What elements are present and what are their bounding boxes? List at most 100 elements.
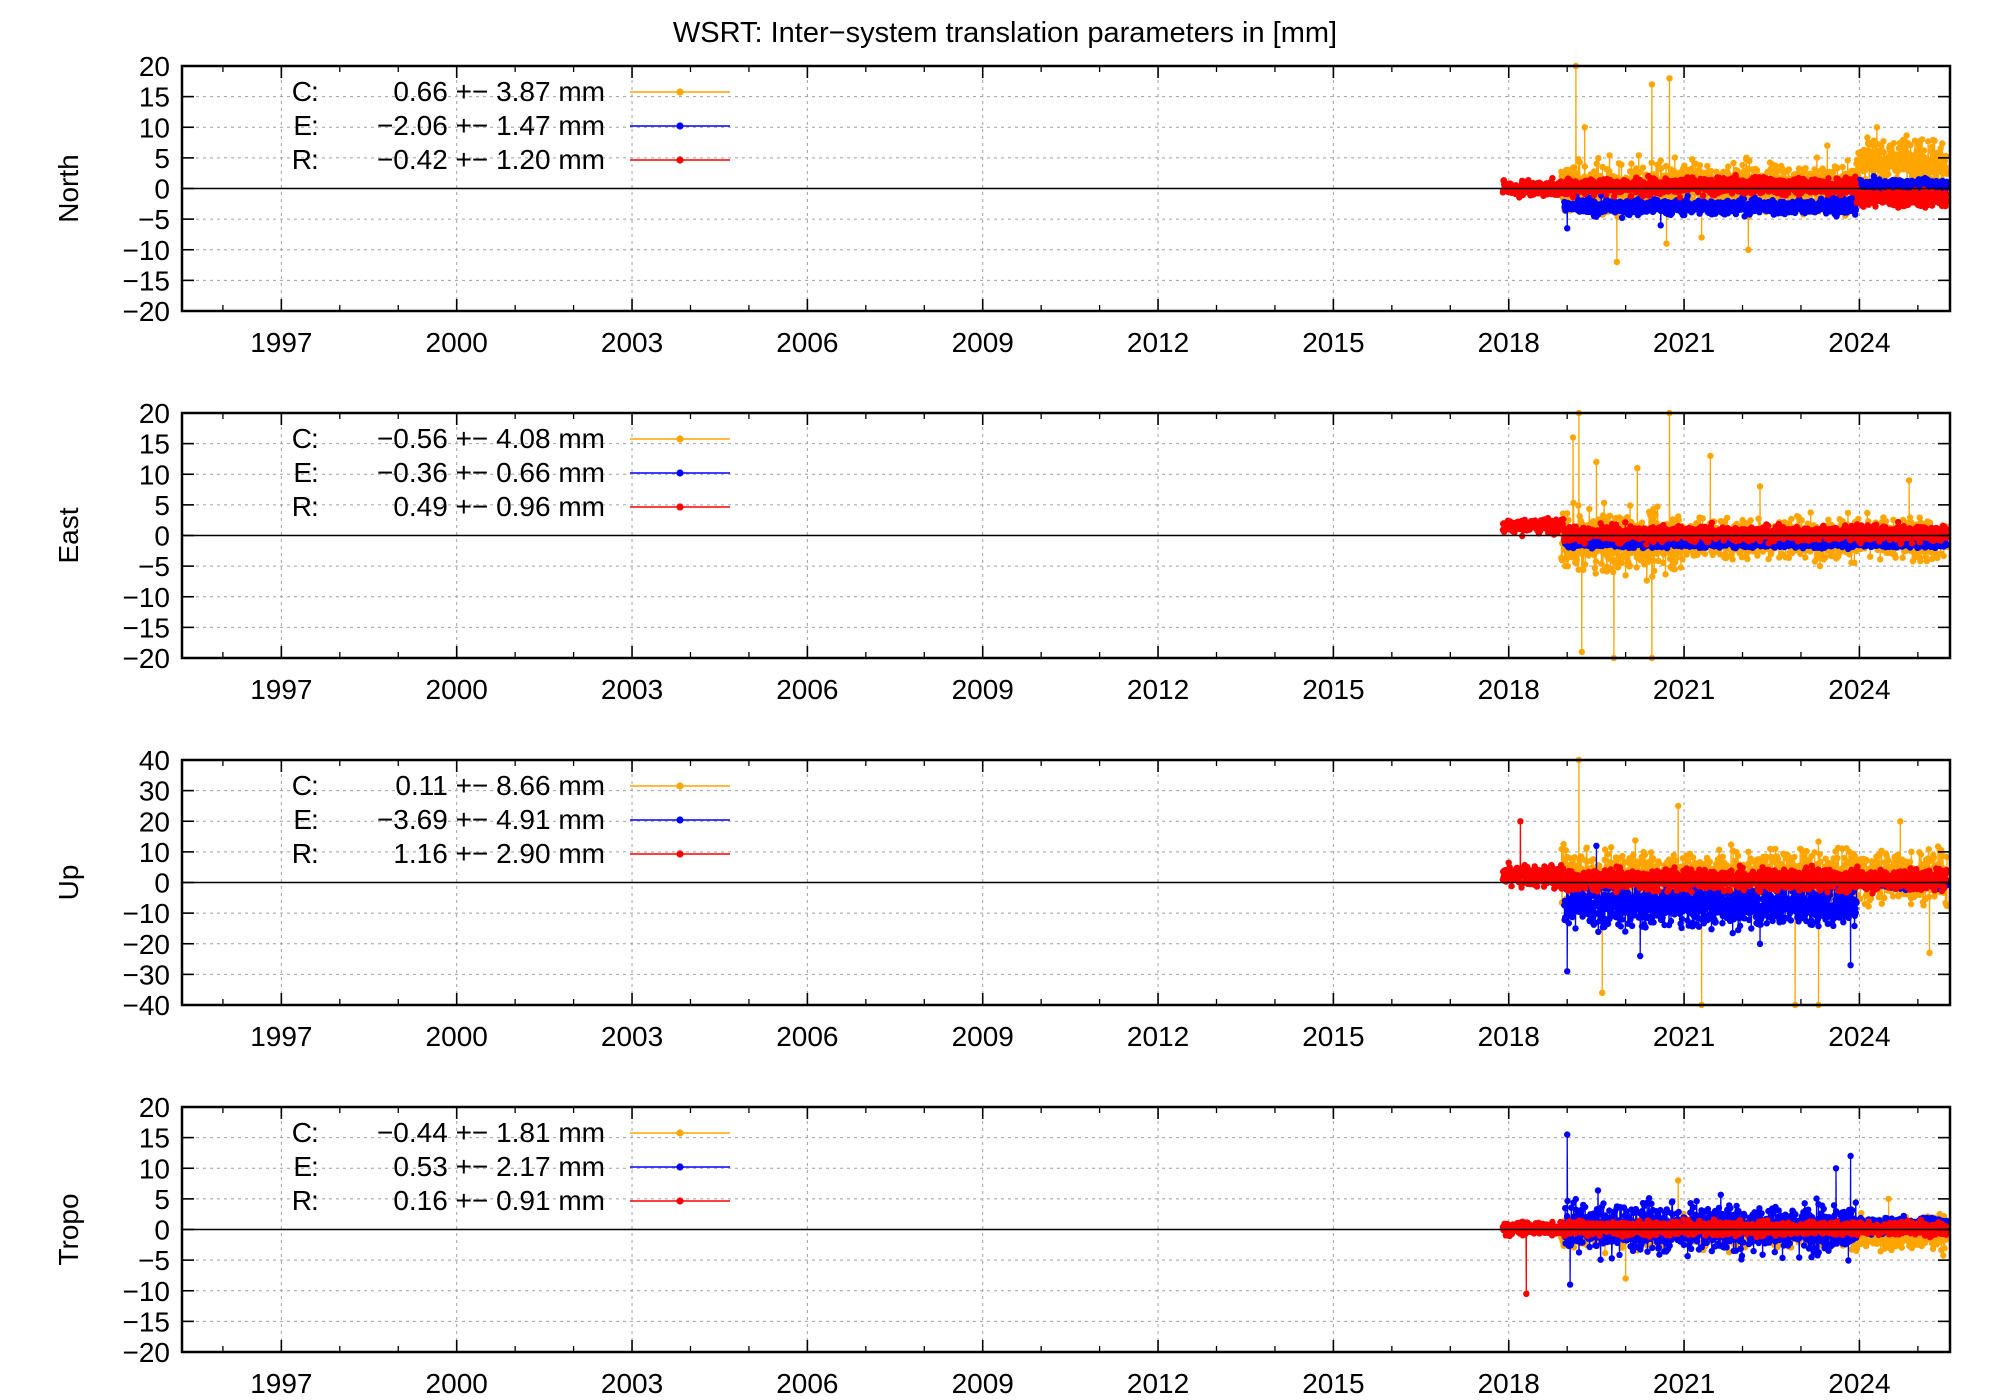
data-point: [1704, 162, 1711, 170]
data-point: [1807, 509, 1814, 516]
x-tick-label: 2021: [1653, 327, 1715, 358]
data-point: [1867, 553, 1874, 560]
data-point: [1606, 152, 1613, 159]
data-point: [1618, 559, 1626, 567]
x-tick-label: 2024: [1828, 327, 1890, 358]
data-point: [1864, 134, 1871, 141]
data-point: [1755, 515, 1762, 522]
data-point: [1855, 515, 1862, 523]
x-tick-label: 2006: [776, 327, 838, 358]
data-point: [1696, 162, 1704, 169]
data-point: [1590, 168, 1598, 175]
data-point: [1844, 157, 1851, 164]
data-point: [1907, 141, 1914, 149]
legend-series-name: E: [293, 110, 312, 141]
data-point: [1628, 160, 1635, 167]
data-point: [1725, 163, 1732, 170]
y-tick-label: −10: [123, 235, 171, 266]
legend-series-name: R: [292, 144, 312, 175]
data-point: [1802, 165, 1809, 172]
data-point: [1643, 577, 1651, 584]
data-point: [1689, 156, 1696, 163]
y-tick-label: 5: [154, 143, 170, 174]
data-point: [1576, 158, 1583, 166]
data-point: [1676, 194, 1684, 201]
data-point: [1701, 550, 1709, 558]
data-point: [1569, 434, 1577, 441]
data-point: [1564, 563, 1572, 570]
data-point: [1813, 154, 1821, 161]
legend-statistics: 0.66 +− 3.87 mm: [393, 76, 605, 107]
data-point: [1618, 161, 1625, 168]
data-point: [1872, 203, 1879, 210]
data-point: [1681, 162, 1688, 169]
data-point: [1581, 163, 1589, 170]
data-point: [1756, 483, 1764, 490]
data-point: [1571, 164, 1578, 171]
data-point: [1563, 510, 1571, 517]
data-point: [1634, 464, 1641, 472]
data-point: [1677, 564, 1685, 571]
y-tick-label: 15: [139, 82, 170, 113]
data-point: [1877, 556, 1884, 563]
data-point: [1657, 157, 1664, 164]
data-point: [1662, 162, 1670, 170]
data-point: [1595, 155, 1602, 162]
data-point: [1626, 502, 1634, 509]
data-point: [1730, 159, 1737, 167]
data-point: [1658, 165, 1665, 172]
y-tick-label: 20: [139, 51, 170, 82]
y-axis-label: North: [53, 154, 84, 222]
data-point: [1747, 517, 1754, 524]
data-point: [1598, 560, 1605, 567]
data-point: [1925, 138, 1932, 145]
data-point: [1592, 570, 1599, 577]
data-point: [1903, 132, 1910, 139]
x-tick-label: 2015: [1302, 327, 1364, 358]
data-point: [1671, 154, 1679, 161]
legend-colon: :: [311, 144, 319, 175]
data-point: [1698, 234, 1705, 241]
data-point: [1729, 556, 1736, 563]
data-point: [1943, 191, 1950, 198]
y-tick-label: −20: [123, 296, 171, 327]
x-tick-label: 2000: [426, 327, 488, 358]
data-point: [1880, 149, 1888, 156]
data-point: [1573, 556, 1581, 564]
data-point: [1739, 161, 1746, 169]
data-point: [1723, 514, 1731, 521]
data-point: [1684, 192, 1691, 200]
data-point: [1657, 222, 1664, 229]
legend-statistics: −2.06 +− 1.47 mm: [377, 110, 605, 141]
data-point: [1885, 170, 1892, 178]
data-point: [1852, 207, 1860, 214]
data-point: [1830, 168, 1837, 175]
data-point: [1816, 562, 1824, 570]
data-point: [1600, 499, 1608, 507]
data-point: [1834, 164, 1841, 172]
data-point: [1651, 567, 1658, 575]
data-point: [1707, 452, 1714, 460]
x-tick-label: 2018: [1478, 327, 1540, 358]
data-point: [1648, 81, 1656, 88]
legend-swatch-point: [676, 122, 684, 130]
data-point: [1699, 515, 1706, 522]
data-point: [1578, 648, 1586, 656]
legend-colon: :: [311, 76, 319, 107]
data-point: [1564, 166, 1572, 174]
data-point: [1931, 137, 1938, 144]
data-point: [1851, 559, 1858, 566]
data-point: [1880, 138, 1887, 145]
data-point: [1666, 75, 1673, 82]
legend-statistics: −0.42 +− 1.20 mm: [377, 144, 605, 175]
data-point: [1671, 566, 1679, 573]
data-point: [1785, 166, 1793, 173]
data-point: [1699, 192, 1707, 199]
data-point: [1648, 159, 1655, 166]
data-point: [1618, 214, 1626, 221]
data-point: [1636, 169, 1644, 176]
data-point: [1928, 143, 1936, 151]
data-point: [1586, 505, 1593, 513]
